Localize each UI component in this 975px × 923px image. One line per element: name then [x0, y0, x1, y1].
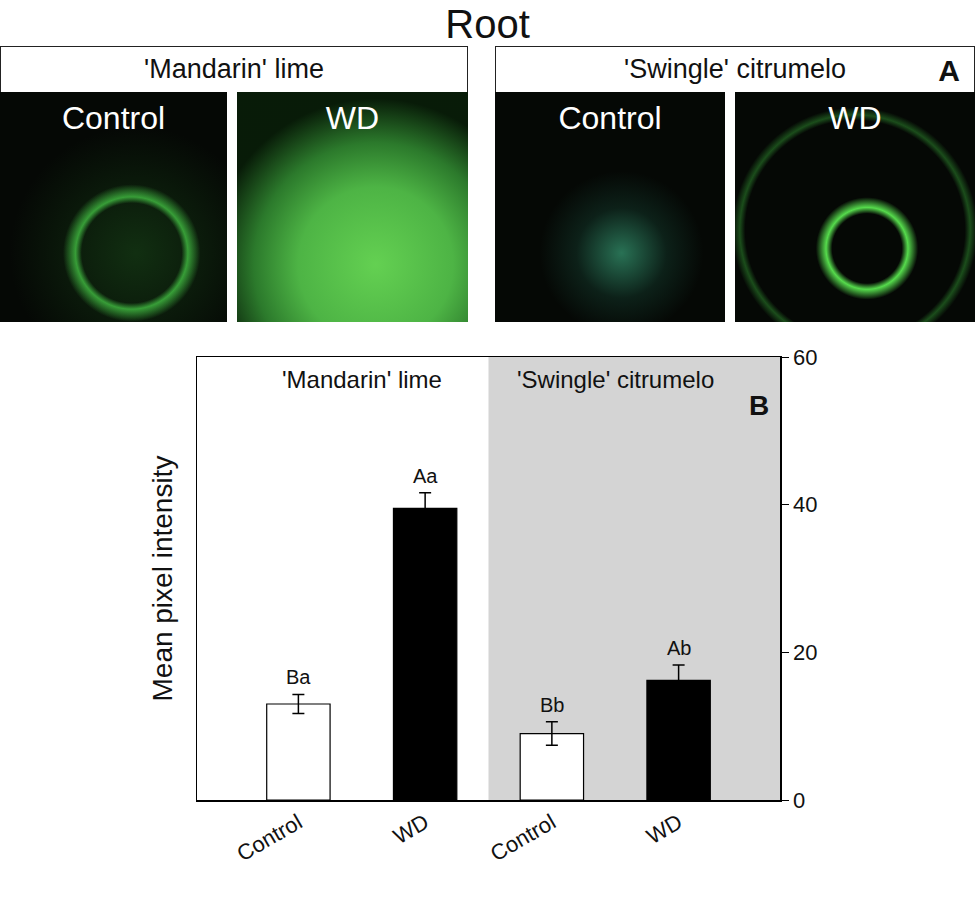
html-text:WD: WD: [325, 100, 380, 136]
svg-text:'Mandarin' lime: 'Mandarin' lime: [282, 366, 442, 393]
html-text:Control: Control: [61, 100, 166, 136]
svg-text:Control: Control: [232, 809, 306, 866]
svg-text:Mean pixel intensity: Mean pixel intensity: [147, 456, 178, 702]
svg-text:20: 20: [793, 640, 817, 665]
html-text:Control: Control: [558, 100, 662, 136]
html-text:'Mandarin' lime: 'Mandarin' lime: [144, 54, 324, 84]
html-text:WD: WD: [828, 100, 882, 136]
svg-text:WD: WD: [389, 809, 433, 849]
svg-text:Ba: Ba: [286, 666, 311, 688]
svg-text:60: 60: [793, 345, 817, 370]
svg-text:Control: Control: [486, 809, 560, 866]
svg-text:0: 0: [793, 788, 805, 813]
svg-text:Aa: Aa: [413, 465, 438, 487]
svg-text:Ab: Ab: [667, 637, 691, 659]
html-text:Root: Root: [445, 2, 530, 46]
html-text:'Swingle' citrumelo: 'Swingle' citrumelo: [624, 54, 846, 84]
svg-text:'Swingle' citrumelo: 'Swingle' citrumelo: [517, 366, 714, 393]
svg-text:Bb: Bb: [540, 694, 564, 716]
html-text:A: A: [938, 54, 960, 87]
svg-text:WD: WD: [642, 809, 686, 849]
svg-text:B: B: [749, 390, 769, 421]
svg-text:40: 40: [793, 492, 817, 517]
